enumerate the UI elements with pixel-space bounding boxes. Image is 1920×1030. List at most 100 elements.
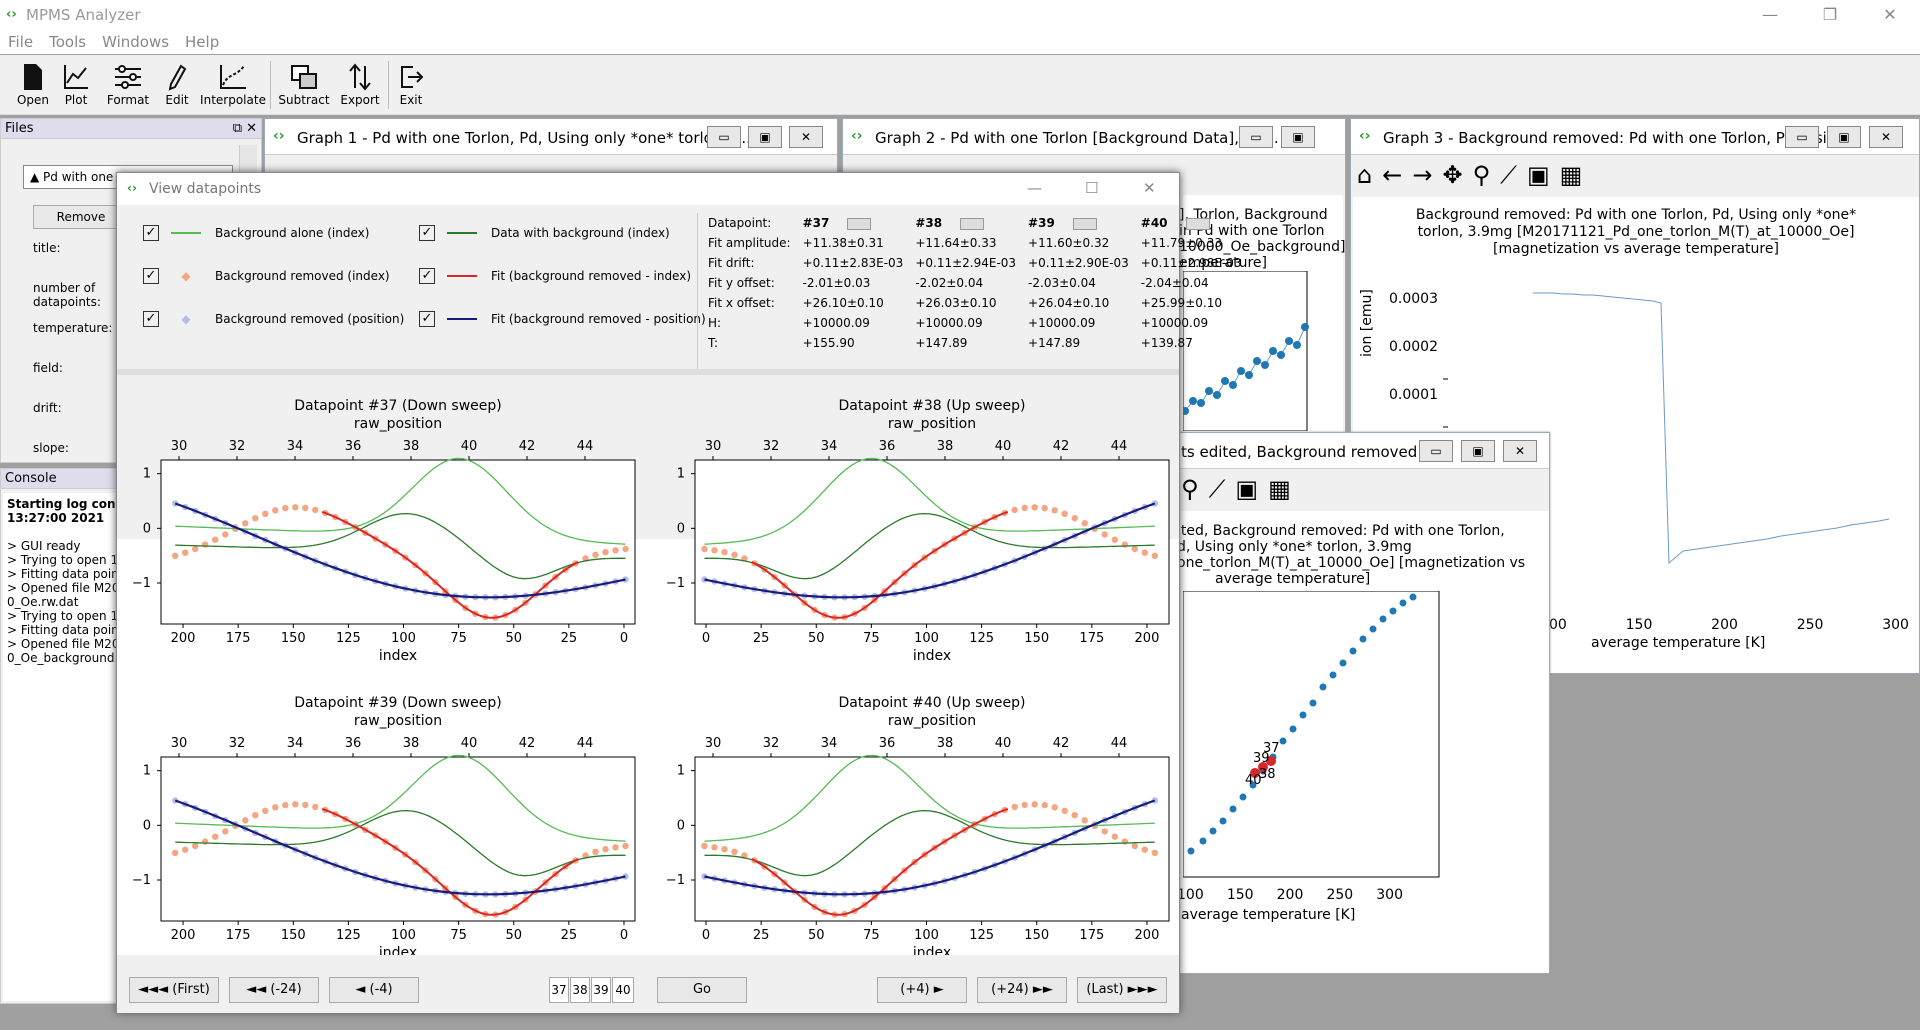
exit-button[interactable]: Exit <box>394 61 428 107</box>
x2-tick-label: 30 <box>705 736 722 751</box>
legend-item[interactable]: ✓ Background alone (index) <box>143 225 369 241</box>
graph2-maximize-button[interactable]: ▣ <box>1281 126 1315 148</box>
color-swatch[interactable] <box>1185 217 1210 230</box>
checkbox[interactable]: ✓ <box>419 311 435 327</box>
save-icon[interactable]: ▣ <box>1526 161 1550 189</box>
x-tick-label: 175 <box>226 631 251 646</box>
x-tick-label: 25 <box>753 928 770 943</box>
plus4-button[interactable]: (+4) ► <box>877 977 967 1003</box>
first-button[interactable]: ◄◄◄ (First) <box>129 977 219 1003</box>
minimize-button[interactable]: — <box>1762 5 1778 24</box>
format-button[interactable]: Format <box>104 61 152 107</box>
save-icon[interactable]: ▣ <box>1235 475 1259 503</box>
x2-tick-label: 32 <box>229 736 246 751</box>
datapoint-input-2[interactable]: 38 <box>570 977 590 1003</box>
index-point <box>222 828 229 835</box>
legend-item[interactable]: ✓ Fit (background removed - index) <box>419 268 691 284</box>
legend-item[interactable]: ✓ ◆ Background removed (index) <box>143 268 390 284</box>
interpolate-button[interactable]: Interpolate <box>200 61 266 107</box>
pan-icon[interactable]: ✥ <box>1442 161 1463 189</box>
marker-label: 39 <box>1253 751 1270 766</box>
table-cell: +11.64±0.33 <box>915 236 997 250</box>
zoom-icon[interactable]: ⚲ <box>1472 161 1491 189</box>
legend-item[interactable]: ✓ Data with background (index) <box>419 225 670 241</box>
dock-close-icon[interactable]: ⧉ ✕ <box>232 121 257 136</box>
home-icon[interactable]: ⌂ <box>1357 161 1373 189</box>
subplots-icon[interactable]: ⟋ <box>1500 161 1517 189</box>
datapoint-input-4[interactable]: 40 <box>612 977 634 1003</box>
graph3-maximize-button[interactable]: ▣ <box>1827 126 1861 148</box>
color-swatch[interactable] <box>847 217 872 230</box>
checkbox[interactable]: ✓ <box>143 225 159 241</box>
table-cell: -2.04±0.04 <box>1140 276 1209 290</box>
graph2-minimize-button[interactable]: ▭ <box>1239 126 1273 148</box>
graph3-close-button[interactable]: ✕ <box>1869 126 1903 148</box>
x-tick-label: 200 <box>1135 631 1160 646</box>
index-point <box>602 549 609 556</box>
graph4-maximize-button[interactable]: ▣ <box>1461 440 1495 462</box>
checkbox[interactable]: ✓ <box>419 268 435 284</box>
menu-tools[interactable]: Tools <box>49 33 87 51</box>
subtract-button[interactable]: Subtract <box>276 61 332 107</box>
x2-tick-label: 34 <box>287 736 304 751</box>
dv-minimize-button[interactable]: — <box>1027 179 1042 197</box>
table-cell: +26.10±0.10 <box>802 296 884 310</box>
go-button[interactable]: Go <box>657 977 747 1003</box>
index-point <box>252 515 259 522</box>
restore-button[interactable]: ❐ <box>1822 5 1838 24</box>
menu-windows[interactable]: Windows <box>102 33 170 51</box>
index-point <box>282 801 289 809</box>
x2-tick-label: 32 <box>229 439 246 454</box>
index-point <box>592 848 599 855</box>
remove-button[interactable]: Remove <box>33 205 129 229</box>
graph4-close-button[interactable]: ✕ <box>1503 440 1537 462</box>
plus24-button[interactable]: (+24) ►► <box>977 977 1067 1003</box>
legend-label: Fit (background removed - index) <box>491 269 692 283</box>
graph4-minimize-button[interactable]: ▭ <box>1419 440 1453 462</box>
datapoint-input-3[interactable]: 39 <box>591 977 611 1003</box>
legend-item[interactable]: ✓ ◆ Background removed (position) <box>143 311 404 327</box>
back-icon[interactable]: ← <box>1382 161 1403 189</box>
table-icon[interactable]: ▦ <box>1559 161 1583 189</box>
x2-tick-label: 42 <box>1053 736 1070 751</box>
menu-help[interactable]: Help <box>185 33 220 51</box>
marker-label: 38 <box>1259 767 1276 782</box>
menu-file[interactable]: File <box>8 33 34 51</box>
checkbox[interactable]: ✓ <box>143 268 159 284</box>
legend-item[interactable]: ✓ Fit (background removed - position) <box>419 311 706 327</box>
last-button[interactable]: (Last) ►►► <box>1077 977 1167 1003</box>
open-button[interactable]: Open <box>14 61 52 107</box>
forward-icon[interactable]: → <box>1412 161 1433 189</box>
plot-button[interactable]: Plot <box>58 61 94 107</box>
checkbox[interactable]: ✓ <box>419 225 435 241</box>
table-row: Fit y offset: -2.01±0.03 -2.02±0.04 -2.03±0… <box>702 273 1248 293</box>
legend-label: Fit (background removed - position) <box>491 312 706 326</box>
export-button[interactable]: Export <box>338 61 382 107</box>
graph1-maximize-button[interactable]: ▣ <box>748 126 782 148</box>
checkbox[interactable]: ✓ <box>143 311 159 327</box>
zoom-icon[interactable]: ⚲ <box>1181 475 1199 503</box>
console-line: > Trying to open 1 <box>7 553 119 567</box>
dv-close-button[interactable]: ✕ <box>1143 179 1156 197</box>
minus4-button[interactable]: ◄ (-4) <box>329 977 419 1003</box>
graph1-close-button[interactable]: ✕ <box>789 126 823 148</box>
close-button[interactable]: ✕ <box>1883 5 1897 24</box>
edit-button[interactable]: Edit <box>160 61 194 107</box>
color-swatch[interactable] <box>960 217 985 230</box>
table-icon[interactable]: ▦ <box>1268 475 1291 503</box>
color-swatch[interactable] <box>1072 217 1097 230</box>
graph3-plot-title: Background removed: Pd with one Torlon, … <box>1415 207 1857 257</box>
x2-tick-label: 38 <box>403 439 420 454</box>
subplots-icon[interactable]: ⟋ <box>1208 475 1226 503</box>
index-point <box>182 846 189 853</box>
minus24-button[interactable]: ◄◄ (-24) <box>229 977 319 1003</box>
graph3-minimize-button[interactable]: ▭ <box>1785 126 1819 148</box>
view-datapoints-window: ‹› View datapoints — ☐ ✕ ✓ Background alo… <box>116 172 1242 1013</box>
table-cell: +0.11±2.90E-03 <box>1028 256 1129 270</box>
splitter[interactable] <box>117 369 1179 375</box>
table-row: H: +10000.09 +10000.09 +10000.09 +10000.09 <box>702 313 1248 333</box>
table-row: Fit drift: +0.11±2.83E-03 +0.11±2.94E-03 +0… <box>702 253 1248 273</box>
datapoint-input-1[interactable]: 37 <box>549 977 569 1003</box>
dv-maximize-button[interactable]: ☐ <box>1085 179 1099 197</box>
graph1-minimize-button[interactable]: ▭ <box>707 126 741 148</box>
